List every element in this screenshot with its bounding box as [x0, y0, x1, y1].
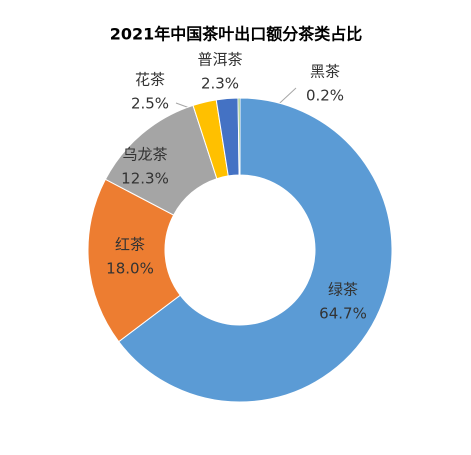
slice-category: 普洱茶 — [197, 51, 242, 69]
chart-title: 2021年中国茶叶出口额分茶类占比 — [110, 25, 363, 44]
slice-value: 0.2% — [306, 87, 344, 105]
donut-slice — [237, 97, 241, 176]
slice-value: 18.0% — [106, 260, 154, 278]
slice-category: 黑茶 — [310, 63, 340, 81]
slice-category: 花茶 — [135, 71, 165, 89]
slice-value: 64.7% — [319, 305, 367, 323]
slice-value: 12.3% — [121, 170, 169, 188]
slice-category: 乌龙茶 — [122, 146, 167, 164]
slice-value: 2.5% — [131, 95, 169, 113]
slice-value: 2.3% — [201, 75, 239, 93]
slice-category: 绿茶 — [328, 281, 358, 299]
donut-slice — [87, 178, 181, 343]
slice-category: 红茶 — [115, 236, 145, 254]
donut-slice — [118, 97, 393, 403]
